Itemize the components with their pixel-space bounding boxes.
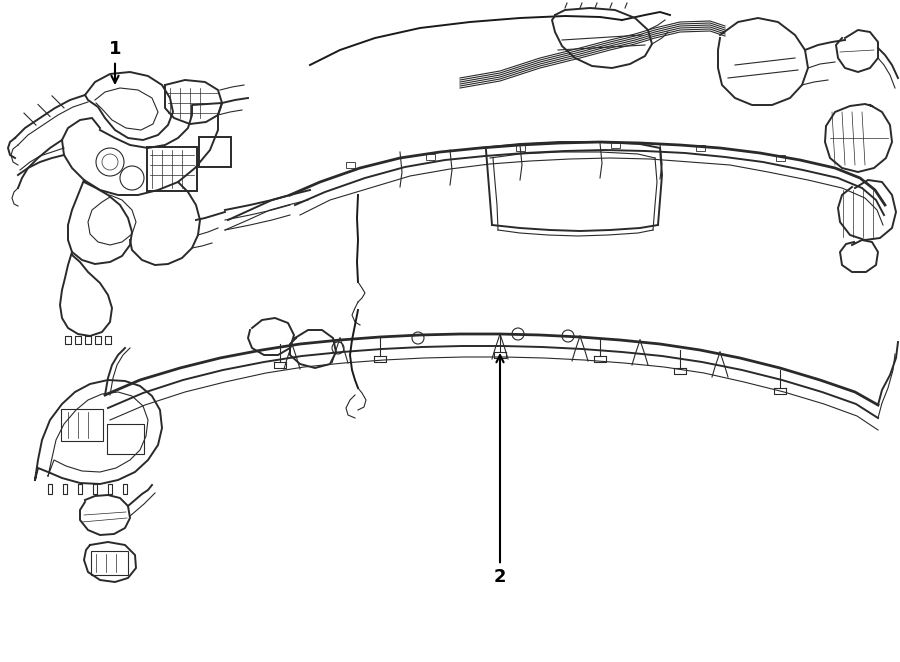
FancyBboxPatch shape	[199, 137, 231, 167]
FancyBboxPatch shape	[776, 154, 785, 160]
FancyBboxPatch shape	[516, 144, 525, 150]
FancyBboxPatch shape	[91, 551, 128, 575]
Circle shape	[412, 332, 424, 344]
FancyBboxPatch shape	[346, 162, 355, 167]
Text: 2: 2	[494, 355, 507, 586]
Circle shape	[332, 342, 344, 354]
Circle shape	[120, 166, 144, 190]
Circle shape	[102, 154, 118, 170]
FancyBboxPatch shape	[107, 424, 144, 454]
Text: 1: 1	[109, 40, 122, 83]
Circle shape	[512, 328, 524, 340]
Circle shape	[562, 330, 574, 342]
FancyBboxPatch shape	[610, 142, 619, 148]
Circle shape	[96, 148, 124, 176]
FancyBboxPatch shape	[426, 154, 435, 160]
FancyBboxPatch shape	[61, 409, 103, 441]
FancyBboxPatch shape	[147, 147, 197, 191]
FancyBboxPatch shape	[696, 144, 705, 150]
